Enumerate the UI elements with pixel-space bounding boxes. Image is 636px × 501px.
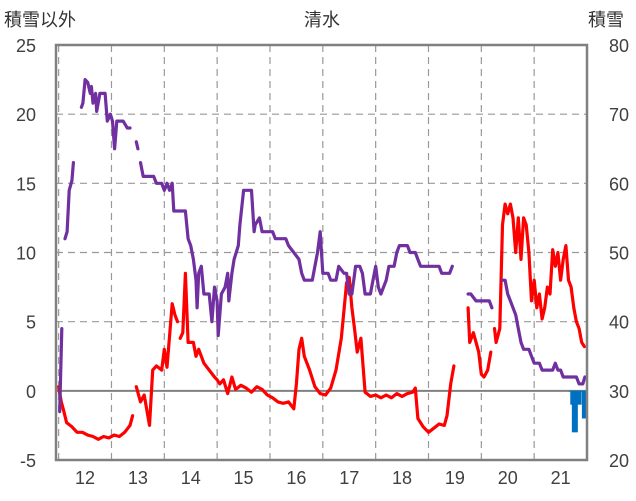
- series-line-1: [58, 327, 64, 414]
- plot-frame: [54, 43, 589, 462]
- series-line-0: [178, 271, 456, 434]
- series-line-1: [79, 78, 132, 151]
- series-line-1: [134, 140, 140, 151]
- x-tick-label: 15: [234, 468, 254, 488]
- left-tick-label: 20: [16, 105, 36, 125]
- snow-bar: [575, 390, 582, 405]
- series-line-0: [492, 202, 586, 349]
- left-tick-label: -5: [20, 451, 36, 471]
- left-axis-label: 積雪以外: [4, 10, 76, 30]
- left-tick-label: 0: [26, 382, 36, 402]
- x-axis-ticks: 12 13 14 15 16 17 18 19 20 21: [75, 468, 571, 488]
- series-line-0: [466, 306, 493, 379]
- right-tick-label: 80: [609, 36, 629, 56]
- snow-bar: [571, 390, 578, 433]
- left-tick-label: 15: [16, 174, 36, 194]
- x-tick-label: 16: [286, 468, 306, 488]
- series-line-0: [134, 302, 180, 427]
- snow-bar: [581, 390, 588, 419]
- left-tick-label: 25: [16, 36, 36, 56]
- left-tick-label: 10: [16, 244, 36, 264]
- series-line-1: [500, 278, 587, 386]
- right-tick-label: 20: [609, 451, 629, 471]
- series-line-0: [57, 385, 135, 441]
- x-tick-label: 17: [339, 468, 359, 488]
- series-line-1: [63, 161, 75, 241]
- right-tick-label: 40: [609, 313, 629, 333]
- series-line-1: [138, 161, 454, 338]
- snow-bars: [568, 390, 588, 433]
- series-lines: [57, 78, 587, 441]
- x-tick-label: 19: [445, 468, 465, 488]
- right-tick-label: 70: [609, 105, 629, 125]
- x-tick-label: 20: [498, 468, 518, 488]
- series-line-1: [466, 292, 494, 310]
- right-tick-label: 60: [609, 174, 629, 194]
- right-axis-label: 積雪: [588, 10, 624, 30]
- chart-title: 清水: [304, 10, 340, 30]
- left-axis-ticks: -5 0 5 10 15 20 25: [16, 36, 36, 471]
- left-tick-label: 5: [26, 313, 36, 333]
- right-axis-ticks: 20 30 40 50 60 70 80: [609, 36, 629, 471]
- x-tick-label: 14: [181, 468, 201, 488]
- x-tick-label: 18: [392, 468, 412, 488]
- right-tick-label: 30: [609, 382, 629, 402]
- x-tick-label: 21: [551, 468, 571, 488]
- x-tick-label: 12: [75, 468, 95, 488]
- right-tick-label: 50: [609, 244, 629, 264]
- x-tick-label: 13: [128, 468, 148, 488]
